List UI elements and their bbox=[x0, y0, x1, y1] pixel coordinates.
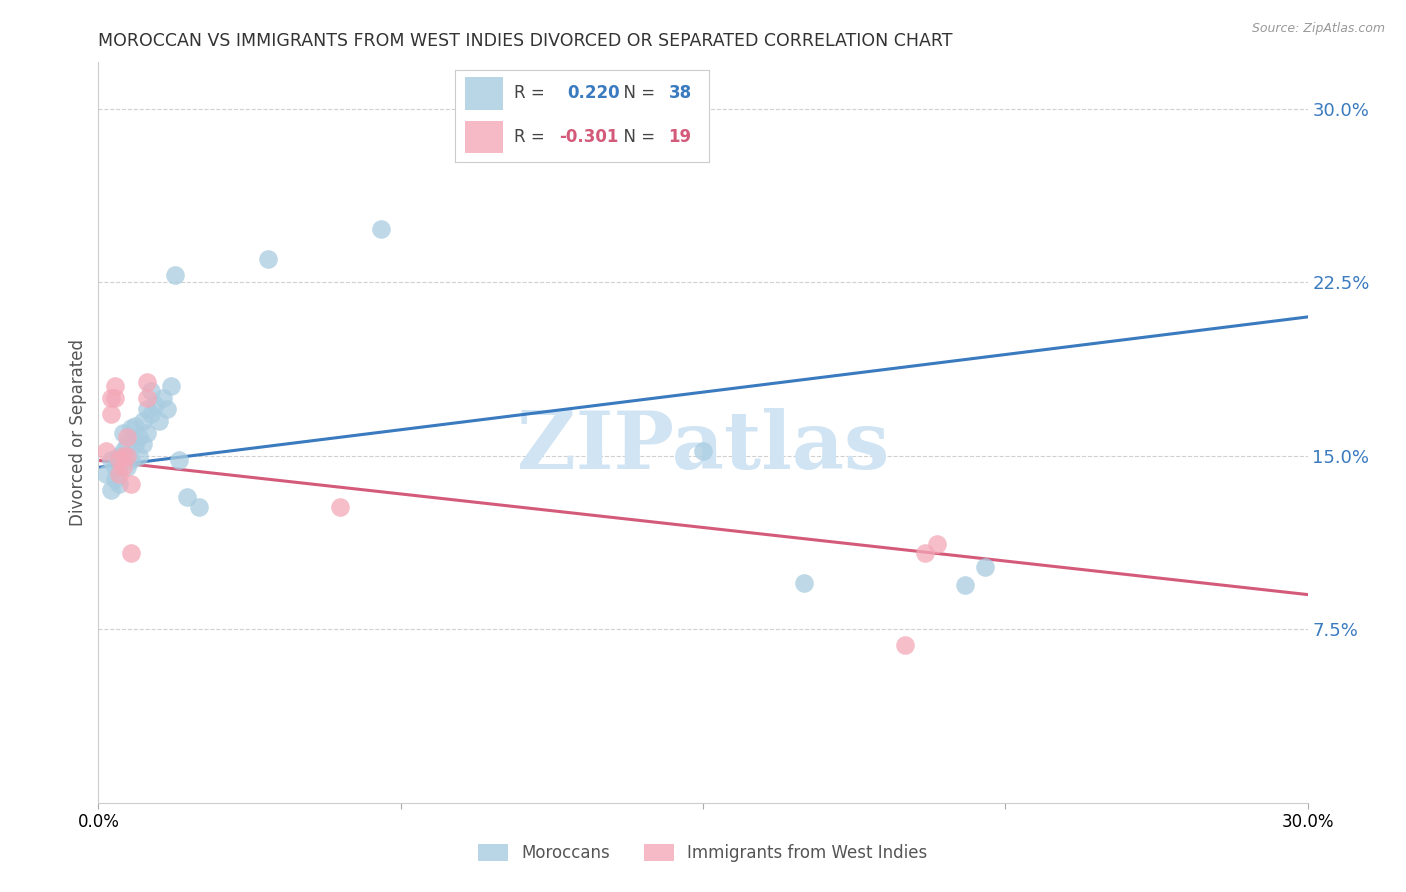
Point bbox=[100, 453, 122, 467]
Point bbox=[120, 476, 142, 491]
Point bbox=[107, 476, 129, 491]
Point bbox=[107, 449, 129, 463]
Point bbox=[103, 472, 125, 486]
Point bbox=[128, 449, 150, 463]
Point bbox=[135, 375, 157, 389]
Text: ZIPatlas: ZIPatlas bbox=[517, 409, 889, 486]
Point bbox=[111, 425, 134, 440]
Point bbox=[120, 421, 142, 435]
Point bbox=[176, 491, 198, 505]
Point bbox=[256, 252, 278, 266]
Point bbox=[120, 453, 142, 467]
Point bbox=[953, 578, 976, 592]
Point bbox=[167, 453, 190, 467]
Point bbox=[793, 576, 815, 591]
Point bbox=[124, 418, 146, 433]
Point bbox=[152, 391, 174, 405]
Point bbox=[115, 449, 138, 463]
Point bbox=[103, 460, 125, 475]
Point bbox=[914, 546, 936, 560]
Point bbox=[132, 437, 155, 451]
Point bbox=[103, 379, 125, 393]
Point bbox=[160, 379, 183, 393]
Point bbox=[692, 444, 714, 458]
Point bbox=[107, 467, 129, 482]
Point bbox=[148, 414, 170, 428]
Point bbox=[120, 546, 142, 560]
Point bbox=[139, 384, 162, 398]
Point bbox=[128, 430, 150, 444]
Point bbox=[111, 460, 134, 475]
Point bbox=[156, 402, 179, 417]
Point bbox=[925, 536, 948, 550]
Point bbox=[100, 483, 122, 498]
Point bbox=[143, 398, 166, 412]
Point bbox=[96, 444, 118, 458]
Point bbox=[135, 402, 157, 417]
Point bbox=[139, 407, 162, 421]
Point bbox=[132, 414, 155, 428]
Text: MOROCCAN VS IMMIGRANTS FROM WEST INDIES DIVORCED OR SEPARATED CORRELATION CHART: MOROCCAN VS IMMIGRANTS FROM WEST INDIES … bbox=[98, 32, 953, 50]
Point bbox=[124, 437, 146, 451]
Point bbox=[115, 460, 138, 475]
Point bbox=[111, 444, 134, 458]
Point bbox=[188, 500, 211, 514]
Point bbox=[96, 467, 118, 482]
Point bbox=[107, 453, 129, 467]
Point bbox=[115, 437, 138, 451]
Point bbox=[163, 268, 186, 283]
Point bbox=[135, 391, 157, 405]
Point bbox=[893, 639, 915, 653]
Point bbox=[135, 425, 157, 440]
Point bbox=[370, 222, 392, 236]
Text: Source: ZipAtlas.com: Source: ZipAtlas.com bbox=[1251, 22, 1385, 36]
Legend: Moroccans, Immigrants from West Indies: Moroccans, Immigrants from West Indies bbox=[472, 837, 934, 869]
Point bbox=[103, 391, 125, 405]
Point bbox=[111, 449, 134, 463]
Y-axis label: Divorced or Separated: Divorced or Separated bbox=[69, 339, 87, 526]
Point bbox=[115, 430, 138, 444]
Point bbox=[100, 407, 122, 421]
Point bbox=[100, 391, 122, 405]
Point bbox=[974, 559, 997, 574]
Point bbox=[329, 500, 352, 514]
